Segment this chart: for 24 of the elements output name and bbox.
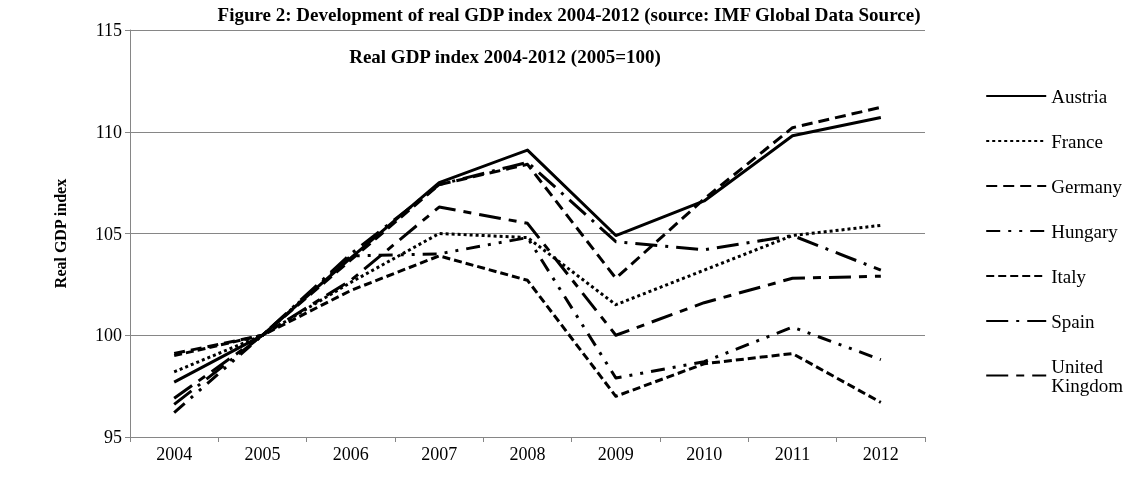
x-tick-label: 2006 [332, 444, 369, 464]
y-tick-label: 105 [95, 223, 122, 244]
x-tick-label: 2005 [244, 444, 281, 464]
y-tick-label: 95 [104, 427, 122, 447]
x-tick-label: 2009 [597, 444, 634, 464]
legend-label: Austria [1051, 85, 1108, 107]
y-tick-label: 115 [95, 20, 122, 40]
legend-label: Spain [1051, 310, 1095, 332]
legend-label: United Kingdom [1051, 355, 1124, 396]
legend-label: Italy [1051, 265, 1087, 287]
text: Real GDP index 2004-2012 (2005=100) [349, 46, 661, 68]
x-tick-label: 2008 [509, 444, 546, 464]
x-tick-label: 2007 [421, 444, 458, 464]
y-axis-title: Real GDP index [51, 178, 69, 289]
x-tick-label: 2004 [156, 444, 193, 464]
legend-label: France [1051, 130, 1103, 152]
y-tick-label: 110 [95, 121, 122, 142]
x-tick-label: 2011 [774, 444, 811, 464]
legend-label: Germany [1051, 175, 1123, 197]
x-tick-label: 2010 [686, 444, 723, 464]
y-tick-label: 100 [95, 325, 122, 346]
x-tick-label: 2012 [862, 444, 899, 464]
legend-label: Hungary [1051, 220, 1119, 242]
chart-title: Figure 2: Development of real GDP index 2004-2012 (source: IMF Global Data Source) [217, 4, 921, 26]
